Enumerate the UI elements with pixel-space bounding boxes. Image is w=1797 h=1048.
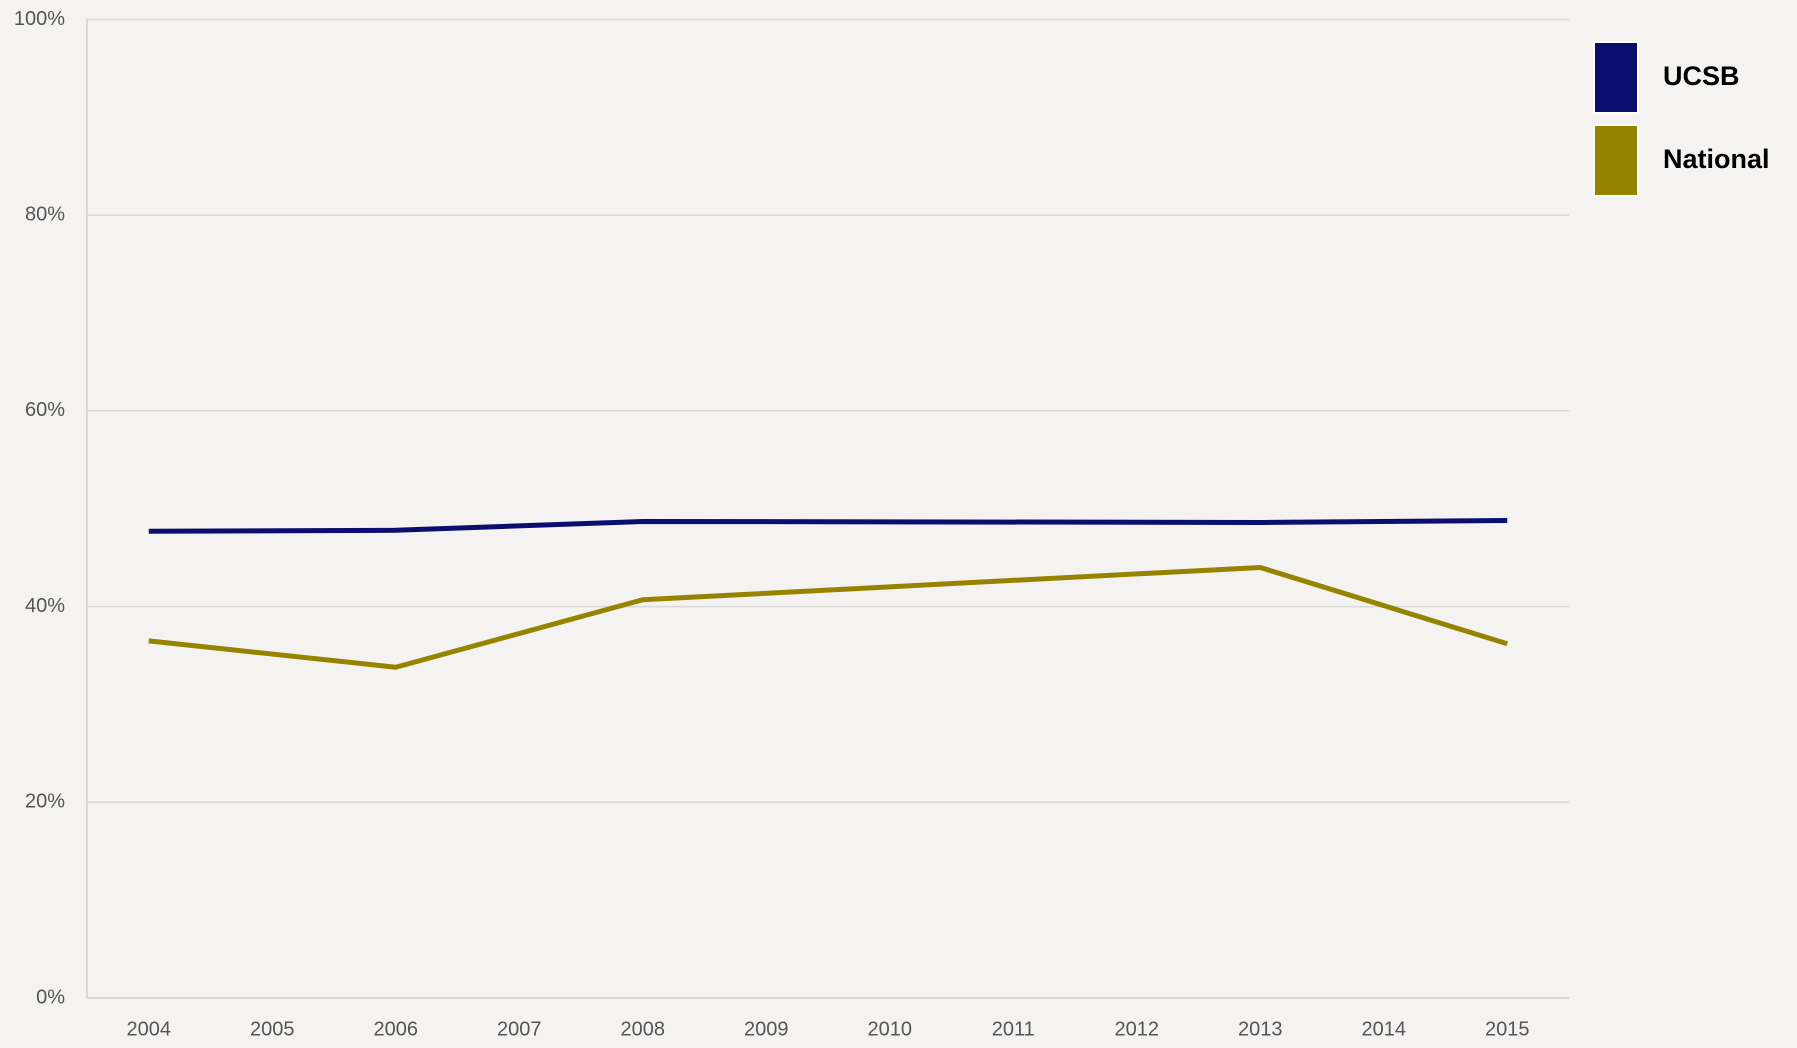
x-tick-label: 2009	[744, 1018, 789, 1040]
y-tick-label: 80%	[25, 203, 65, 225]
x-tick-label: 2004	[127, 1018, 172, 1040]
x-tick-label: 2012	[1115, 1018, 1160, 1040]
y-tick-label: 100%	[14, 8, 65, 30]
x-tick-label: 2011	[992, 1018, 1035, 1040]
x-tick-label: 2013	[1238, 1018, 1283, 1040]
y-tick-label: 20%	[25, 791, 65, 813]
x-tick-label: 2006	[374, 1018, 419, 1040]
x-tick-label: 2005	[250, 1018, 295, 1040]
x-tick-label: 2007	[497, 1018, 542, 1040]
legend-label: National	[1663, 144, 1770, 174]
y-tick-label: 60%	[25, 399, 65, 421]
x-tick-label: 2015	[1485, 1018, 1530, 1040]
x-tick-label: 2014	[1362, 1018, 1407, 1040]
legend-label: UCSB	[1663, 61, 1740, 91]
x-tick-label: 2010	[868, 1018, 913, 1040]
y-tick-label: 40%	[25, 595, 65, 617]
series-line	[148, 517, 1508, 534]
y-tick-label: 0%	[36, 986, 65, 1008]
legend-swatch	[1593, 41, 1639, 114]
series-line	[148, 564, 1508, 670]
x-tick-label: 2008	[621, 1018, 666, 1040]
legend-swatch	[1593, 124, 1639, 197]
